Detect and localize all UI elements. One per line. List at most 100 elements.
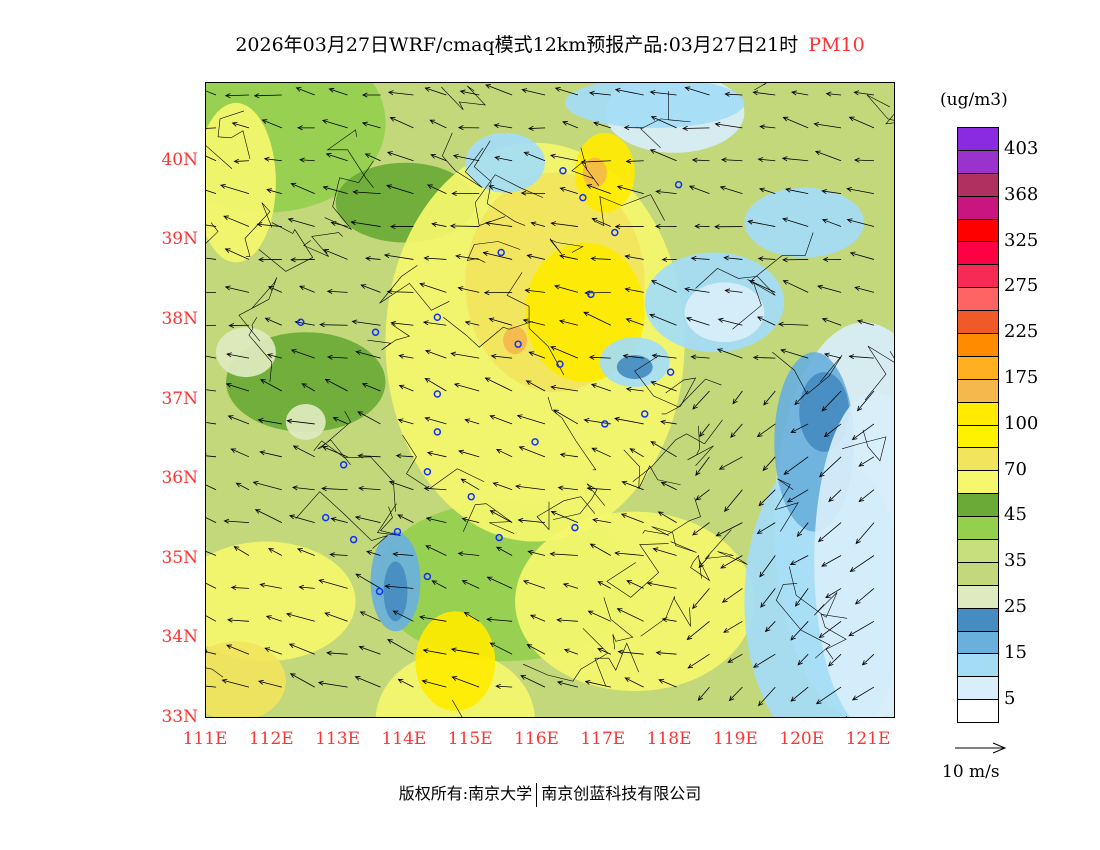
- wind-arrow: [226, 644, 250, 655]
- wind-arrow: [614, 550, 644, 556]
- wind-arrow: [514, 484, 546, 491]
- wind-arrow: [621, 480, 644, 491]
- boundary-line: [258, 222, 314, 272]
- concentration-area: [216, 327, 276, 378]
- wind-arrow: [728, 686, 743, 702]
- wind-arrow: [397, 514, 414, 523]
- lon-label: 111E: [182, 729, 228, 749]
- color-bar-label: 100: [1004, 412, 1039, 434]
- wind-arrow: [489, 642, 513, 655]
- wind-arrow: [452, 154, 480, 162]
- concentration-area: [465, 132, 546, 193]
- pollutant-label: PM10: [808, 34, 865, 56]
- wind-arrow: [764, 621, 776, 633]
- wind-arrow: [206, 582, 217, 589]
- wind-arrow: [717, 317, 743, 326]
- wind-arrow: [386, 289, 414, 295]
- wind-arrow: [790, 686, 809, 702]
- wind-arrow: [224, 248, 250, 260]
- wind-arrow: [821, 390, 842, 412]
- boundary-line: [206, 650, 224, 678]
- wind-arrow: [796, 522, 809, 538]
- concentration-area: [206, 641, 286, 717]
- wind-arrow: [622, 353, 644, 359]
- wind-arrow: [562, 582, 579, 589]
- wind-arrow: [699, 423, 710, 438]
- color-bar-segment: [958, 311, 998, 335]
- wind-arrow: [493, 123, 513, 129]
- wind-arrow: [322, 185, 348, 195]
- boundary-line: [661, 377, 697, 415]
- wind-arrow: [489, 510, 513, 523]
- wind-arrow: [821, 317, 842, 326]
- wind-arrow: [715, 522, 743, 537]
- wind-arrow: [815, 686, 842, 705]
- wind-arrow: [206, 291, 217, 294]
- wind-arrow: [494, 155, 513, 162]
- color-bar-segment: [958, 448, 998, 472]
- wind-arrow: [763, 390, 776, 406]
- wind-arrow: [332, 417, 348, 425]
- wind-arrow: [782, 280, 809, 293]
- wind-arrow: [724, 91, 743, 97]
- boundary-line: [367, 323, 411, 351]
- wind-arrow: [624, 287, 644, 293]
- wind-arrow: [206, 324, 217, 327]
- wind-arrow: [821, 189, 842, 195]
- wind-arrow: [384, 584, 414, 589]
- wind-arrow: [625, 158, 644, 164]
- wind-arrow: [652, 547, 677, 556]
- wind-arrow: [256, 222, 282, 228]
- wind-arrow: [559, 187, 579, 195]
- wind-arrow: [520, 675, 546, 688]
- wind-arrow: [732, 390, 743, 405]
- wind-arrow: [227, 617, 249, 623]
- wind-arrow: [690, 256, 710, 262]
- wind-arrow: [790, 621, 809, 641]
- map-title: 2026年03月27日WRF/cmaq模式12km预报产品:03月27日21时 P…: [0, 30, 1100, 57]
- wind-arrow: [695, 489, 710, 501]
- wind-arrow: [856, 390, 875, 412]
- color-bar-segment: [958, 585, 998, 609]
- wind-arrow: [587, 610, 611, 622]
- wind-arrow: [563, 648, 579, 655]
- boundary-line: [441, 85, 486, 111]
- wind-arrow: [846, 186, 875, 195]
- wind-arrow: [398, 353, 414, 359]
- boundary-line: [651, 526, 697, 553]
- boundary-line: [841, 429, 887, 462]
- wind-arrow: [290, 182, 315, 195]
- wind-arrow: [684, 86, 710, 96]
- wind-arrow: [357, 453, 381, 459]
- wind-arrow: [206, 90, 217, 96]
- monitoring-site-marker: [423, 468, 432, 476]
- wind-arrow: [791, 90, 809, 96]
- wind-arrow: [257, 257, 282, 263]
- wind-arrow: [253, 93, 282, 99]
- wind-arrow: [825, 91, 842, 97]
- wind-arrow: [814, 150, 842, 162]
- wind-arrow: [848, 354, 875, 360]
- wind-arrow: [319, 322, 348, 328]
- wind-arrow: [759, 187, 776, 195]
- wind-arrow: [660, 419, 677, 425]
- wind-arrow: [692, 522, 710, 536]
- boundary-line: [772, 351, 843, 395]
- wind-arrow: [386, 184, 414, 195]
- wind-arrow: [206, 355, 217, 359]
- wind-arrow: [580, 159, 611, 165]
- boundary-line: [402, 434, 485, 490]
- wind-arrow: [451, 191, 480, 197]
- wind-arrow: [233, 158, 249, 164]
- boundary-line: [441, 132, 484, 188]
- wind-arrow: [424, 416, 447, 425]
- wind-arrow: [861, 653, 875, 666]
- concentration-area: [206, 102, 276, 263]
- monitoring-site-marker: [579, 193, 587, 202]
- wind-arrow: [516, 414, 546, 425]
- wind-arrow: [361, 121, 381, 129]
- wind-arrow: [457, 125, 480, 131]
- wind-arrow: [692, 390, 710, 410]
- boundary-line: [788, 566, 838, 618]
- color-bar-segment: [958, 517, 998, 541]
